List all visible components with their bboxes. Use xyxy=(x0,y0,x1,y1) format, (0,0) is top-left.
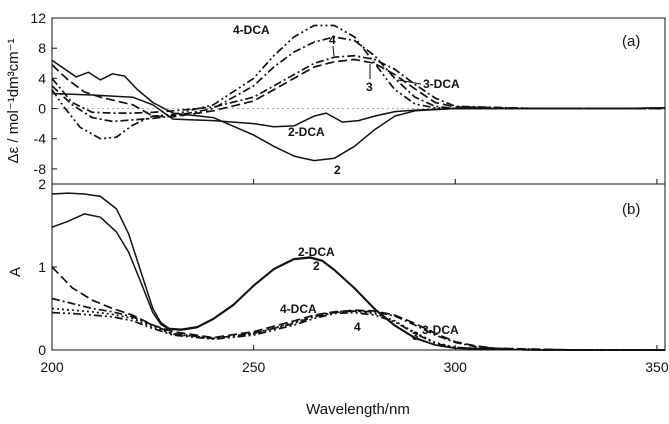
x-tick-label: 350 xyxy=(645,359,669,375)
x-tick-label: 250 xyxy=(242,359,266,375)
annot-a-2: 2 xyxy=(334,163,341,177)
series-line-a-2-dca xyxy=(51,92,666,128)
annot-a-4dca: 4-DCA xyxy=(233,23,270,37)
series-line-a-4-dca xyxy=(51,24,665,140)
x-tick-label: 200 xyxy=(40,359,64,375)
series-line-a-3 xyxy=(51,58,665,118)
annot-a-3dca: 3-DCA xyxy=(423,77,460,91)
series-line-b-4-dca xyxy=(51,307,665,351)
y-tick-label-a: 4 xyxy=(38,70,46,86)
panel-b-frame xyxy=(51,183,666,351)
annot-a-4-leader xyxy=(332,45,335,57)
y-tick-label-a: 12 xyxy=(30,10,46,26)
panel-b: 0 1 2 200 250 300 350 xyxy=(38,176,669,375)
panel-a: 12 8 4 0 -4 -8 xyxy=(30,10,666,184)
y-tick-label-a: 8 xyxy=(38,40,46,56)
y-tick-label-b: 2 xyxy=(38,176,46,192)
y-axis-title-a: Δε / mol⁻¹dm³cm⁻¹ xyxy=(5,38,22,163)
annot-b-2dca: 2-DCA xyxy=(298,245,335,259)
series-line-b-4 xyxy=(51,311,665,351)
series-line-a-3-dca xyxy=(51,54,665,114)
annot-a-2dca: 2-DCA xyxy=(288,125,325,139)
y-axis-title-b: A xyxy=(7,267,24,277)
series-line-b-3-dca xyxy=(51,266,665,351)
annot-b-4dca: 4-DCA xyxy=(280,302,317,316)
y-tick-label-a: 0 xyxy=(38,101,46,117)
annot-a-3dca-leader xyxy=(397,79,422,85)
panel-a-label: (a) xyxy=(622,33,640,50)
series-line-a-4 xyxy=(51,36,665,123)
annot-b-2: 2 xyxy=(313,259,320,273)
x-axis-title: Wavelength/nm xyxy=(306,401,410,418)
y-tick-label-b: 0 xyxy=(38,342,46,358)
annot-a-4: 4 xyxy=(329,33,336,47)
annot-b-3: 3 xyxy=(412,329,419,343)
y-tick-label-a: -8 xyxy=(34,161,47,177)
y-tick-label-b: 1 xyxy=(38,259,46,275)
series-line-b-3 xyxy=(51,297,665,351)
annot-a-3: 3 xyxy=(366,80,373,94)
panel-b-label: (b) xyxy=(622,201,640,218)
x-tick-label: 300 xyxy=(444,359,468,375)
y-tick-label-a: -4 xyxy=(34,131,47,147)
annot-b-4: 4 xyxy=(354,320,361,334)
annot-b-3dca: 3-DCA xyxy=(422,323,459,337)
